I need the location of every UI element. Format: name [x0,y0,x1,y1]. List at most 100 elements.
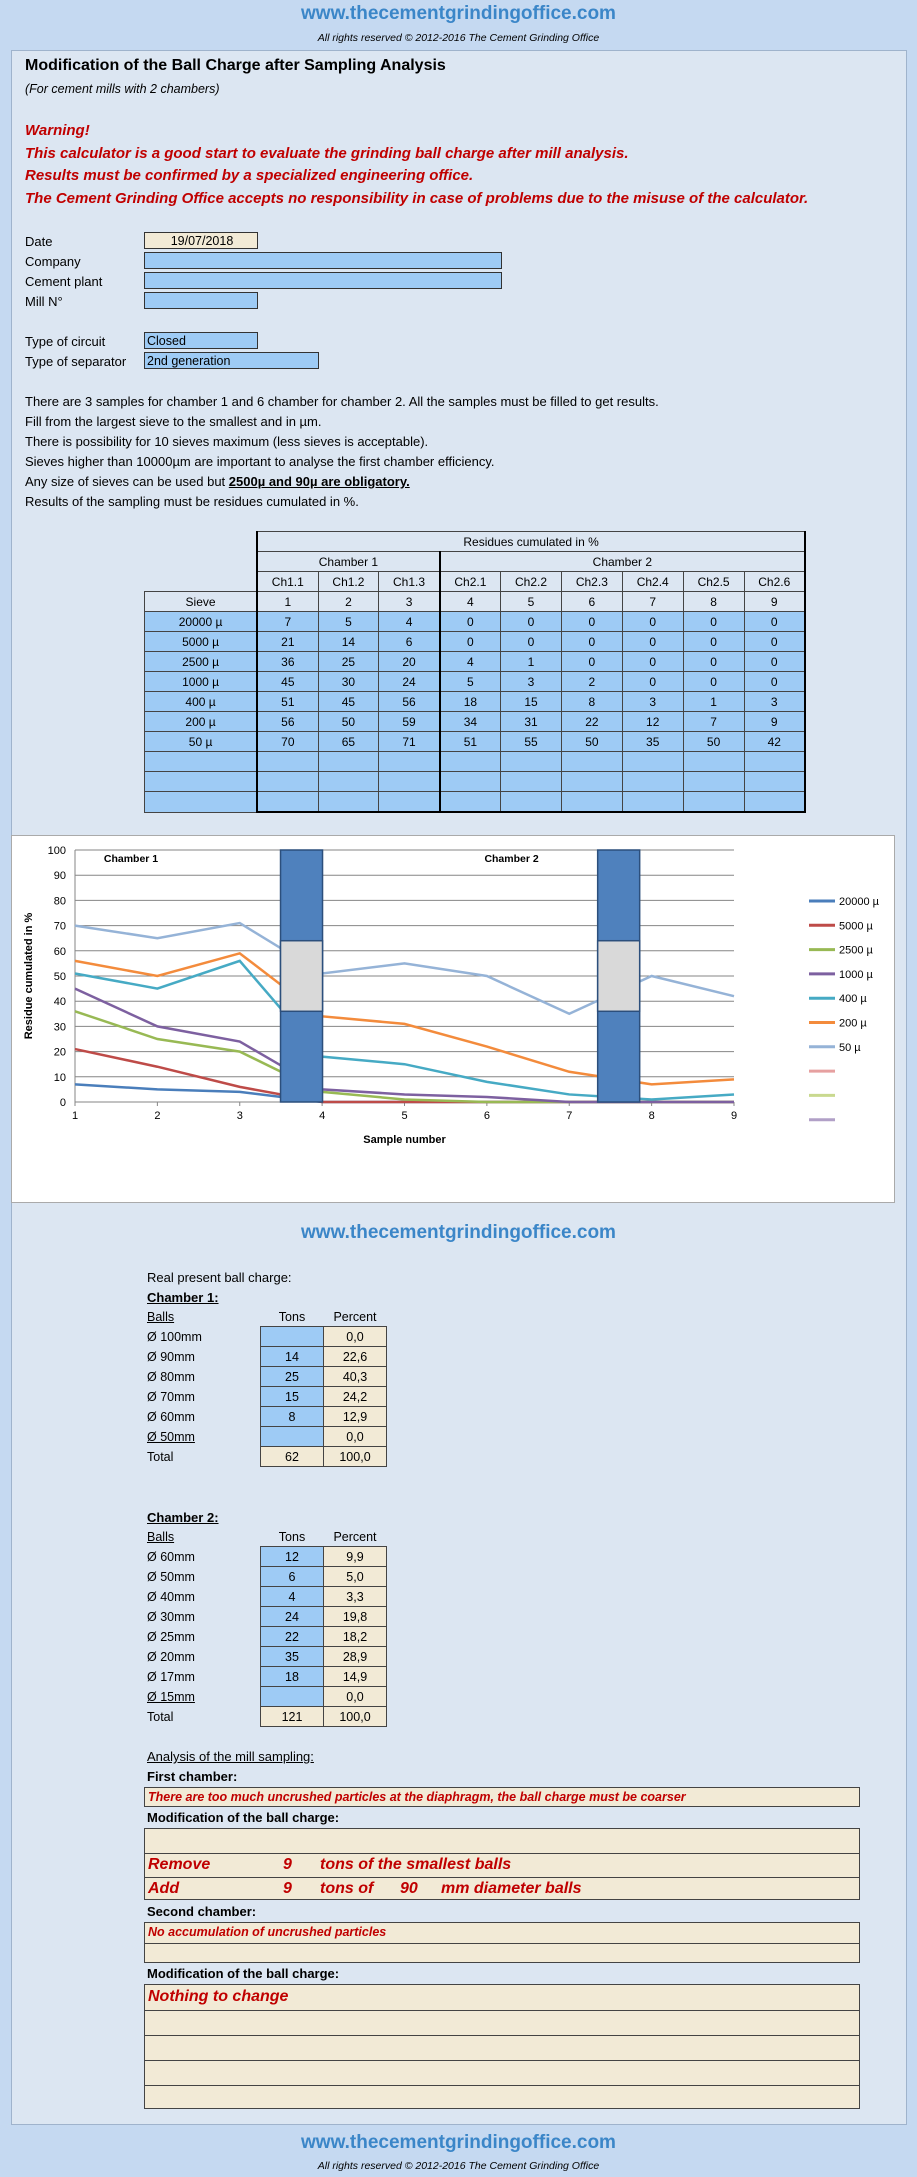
residue-cell[interactable]: 0 [743,651,806,672]
sieve-cell[interactable]: 5000 µ [144,631,258,652]
residue-cell[interactable]: 51 [438,731,502,752]
residue-cell[interactable]: 45 [256,671,319,692]
site-url-bottom[interactable]: www.thecementgrindingoffice.com [301,2132,616,2153]
residue-cell[interactable]: 56 [378,691,441,712]
residue-cell[interactable]: 0 [621,631,684,652]
residue-cell[interactable]: 7 [682,711,745,732]
residue-cell[interactable]: 4 [438,651,502,672]
ball-tons[interactable]: 4 [260,1586,324,1607]
site-url-top[interactable]: www.thecementgrindingoffice.com [301,3,616,24]
mill-field[interactable] [144,292,258,309]
residue-cell[interactable]: 0 [621,611,684,632]
residue-cell[interactable]: 3 [500,671,562,692]
residue-cell[interactable] [682,751,745,772]
residue-cell[interactable]: 36 [256,651,319,672]
ball-tons[interactable]: 35 [260,1646,324,1667]
site-url-middle[interactable]: www.thecementgrindingoffice.com [301,1222,616,1243]
residue-cell[interactable] [438,771,502,792]
residue-cell[interactable] [256,771,319,792]
residue-cell[interactable]: 45 [317,691,380,712]
ball-tons[interactable]: 25 [260,1366,324,1387]
residue-cell[interactable] [438,791,502,813]
ball-tons[interactable]: 14 [260,1346,324,1367]
residue-cell[interactable]: 2 [560,671,623,692]
residue-cell[interactable]: 1 [500,651,562,672]
residue-cell[interactable]: 6 [378,631,441,652]
residue-cell[interactable]: 0 [743,631,806,652]
residue-cell[interactable] [560,771,623,792]
plant-field[interactable] [144,272,502,289]
residue-cell[interactable]: 1 [682,691,745,712]
residue-cell[interactable]: 42 [743,731,806,752]
residue-cell[interactable]: 71 [378,731,441,752]
sieve-cell[interactable] [144,791,258,813]
residue-cell[interactable]: 0 [743,671,806,692]
residue-cell[interactable]: 12 [621,711,684,732]
residue-cell[interactable]: 65 [317,731,380,752]
residue-cell[interactable]: 0 [621,651,684,672]
residue-cell[interactable]: 0 [682,631,745,652]
sieve-cell[interactable] [144,751,258,772]
residue-cell[interactable]: 0 [438,631,502,652]
residue-cell[interactable]: 70 [256,731,319,752]
residue-cell[interactable] [560,751,623,772]
residue-cell[interactable] [256,751,319,772]
sieve-cell[interactable]: 20000 µ [144,611,258,632]
residue-cell[interactable]: 0 [682,671,745,692]
ball-tons[interactable]: 12 [260,1546,324,1567]
sieve-cell[interactable] [144,771,258,792]
residue-cell[interactable] [682,791,745,813]
residue-cell[interactable] [743,751,806,772]
date-field[interactable]: 19/07/2018 [144,232,258,249]
residue-cell[interactable] [256,791,319,813]
ball-tons[interactable]: 6 [260,1566,324,1587]
residue-cell[interactable]: 5 [317,611,380,632]
residue-cell[interactable]: 0 [621,671,684,692]
residue-cell[interactable] [682,771,745,792]
residue-cell[interactable]: 8 [560,691,623,712]
residue-cell[interactable]: 9 [743,711,806,732]
ball-tons[interactable] [260,1426,324,1447]
residue-cell[interactable]: 20 [378,651,441,672]
residue-cell[interactable]: 24 [378,671,441,692]
separator-field[interactable]: 2nd generation [144,352,319,369]
residue-cell[interactable] [743,771,806,792]
residue-cell[interactable] [500,771,562,792]
residue-cell[interactable] [317,771,380,792]
residue-cell[interactable]: 21 [256,631,319,652]
ball-tons[interactable] [260,1326,324,1347]
sieve-cell[interactable]: 400 µ [144,691,258,712]
residue-cell[interactable]: 56 [256,711,319,732]
ball-tons[interactable] [260,1686,324,1707]
residue-cell[interactable]: 50 [317,711,380,732]
residue-cell[interactable]: 5 [438,671,502,692]
residue-cell[interactable] [317,751,380,772]
residue-cell[interactable]: 35 [621,731,684,752]
ball-tons[interactable]: 15 [260,1386,324,1407]
residue-cell[interactable] [378,771,441,792]
circuit-field[interactable]: Closed [144,332,258,349]
residue-cell[interactable]: 30 [317,671,380,692]
residue-cell[interactable] [621,771,684,792]
residue-cell[interactable] [438,751,502,772]
residue-cell[interactable]: 4 [378,611,441,632]
residue-cell[interactable]: 7 [256,611,319,632]
residue-cell[interactable]: 50 [560,731,623,752]
residue-cell[interactable]: 50 [682,731,745,752]
ball-tons[interactable]: 22 [260,1626,324,1647]
residue-cell[interactable]: 25 [317,651,380,672]
residue-cell[interactable]: 15 [500,691,562,712]
residue-cell[interactable]: 22 [560,711,623,732]
residue-cell[interactable]: 0 [743,611,806,632]
residue-cell[interactable]: 3 [621,691,684,712]
residue-cell[interactable]: 0 [500,631,562,652]
residue-cell[interactable] [500,791,562,813]
ball-tons[interactable]: 18 [260,1666,324,1687]
residue-cell[interactable]: 0 [682,651,745,672]
residue-cell[interactable] [560,791,623,813]
residue-cell[interactable]: 55 [500,731,562,752]
residue-cell[interactable]: 0 [500,611,562,632]
residue-cell[interactable]: 59 [378,711,441,732]
residue-cell[interactable]: 0 [682,611,745,632]
sieve-cell[interactable]: 2500 µ [144,651,258,672]
